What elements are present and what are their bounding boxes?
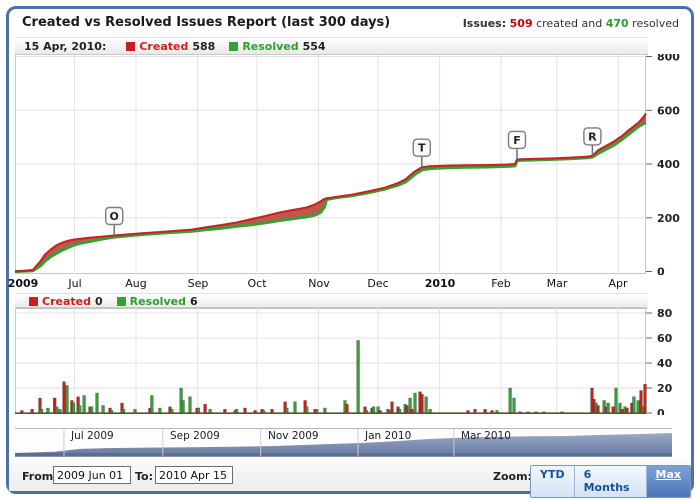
x-axis-label: Mar bbox=[546, 277, 568, 290]
navigator-section-label: Sep 2009 bbox=[170, 430, 220, 442]
zoom-ytd-button[interactable]: YTD bbox=[531, 466, 575, 497]
event-flag-T[interactable]: T bbox=[412, 138, 431, 168]
resolved-swatch-icon bbox=[116, 296, 126, 306]
page-title: Created vs Resolved Issues Report (last … bbox=[22, 15, 391, 30]
x-axis-label: Jul bbox=[68, 277, 82, 290]
svg-text:60: 60 bbox=[657, 332, 673, 345]
svg-text:F: F bbox=[513, 134, 521, 147]
svg-text:600: 600 bbox=[657, 104, 680, 117]
svg-text:200: 200 bbox=[657, 212, 680, 225]
daily-chart-legend: Created 0 Resolved 6 bbox=[15, 293, 648, 309]
issues-created-count: 509 bbox=[509, 17, 533, 30]
svg-text:R: R bbox=[588, 130, 597, 143]
event-flag-R[interactable]: R bbox=[583, 127, 602, 156]
navigator-section-label: Mar 2010 bbox=[461, 430, 511, 442]
created-legend-value: 588 bbox=[192, 39, 216, 53]
navigator-section-label: Jan 2010 bbox=[365, 430, 412, 442]
timeline-navigator[interactable]: Jul 2009 Sep 2009 Nov 2009 Jan 2010 Mar 2010 bbox=[15, 428, 672, 457]
svg-text:80: 80 bbox=[657, 307, 673, 320]
main-chart-plot[interactable]: 0 200 400 600 800 O T F R bbox=[14, 51, 683, 279]
resolved-swatch-icon bbox=[229, 41, 239, 51]
created-swatch-icon bbox=[126, 41, 136, 51]
from-label: From: bbox=[22, 470, 58, 483]
issues-resolved-count: 470 bbox=[605, 17, 629, 30]
issues-created-text: created and bbox=[532, 17, 606, 30]
svg-text:O: O bbox=[110, 210, 119, 223]
created-legend-value: 0 bbox=[94, 294, 103, 308]
event-flag-O[interactable]: O bbox=[104, 206, 124, 236]
zoom-button-group: YTD 6 Months Max bbox=[530, 465, 691, 498]
resolved-legend-value: 6 bbox=[189, 294, 198, 308]
x-axis-label: Aug bbox=[125, 277, 147, 290]
from-date-input[interactable] bbox=[53, 466, 131, 484]
report-panel: Created vs Resolved Issues Report (last … bbox=[6, 6, 694, 498]
x-axis-label: Dec bbox=[367, 277, 389, 290]
created-swatch-icon bbox=[29, 296, 38, 306]
svg-text:800: 800 bbox=[657, 54, 680, 64]
zoom-max-button[interactable]: Max bbox=[646, 466, 690, 497]
main-chart-legend: 15 Apr, 2010: Created 588 Resolved 554 bbox=[15, 37, 648, 55]
footer-toolbar: From: To: Zoom: YTD 6 Months Max bbox=[9, 459, 691, 498]
created-legend-label[interactable]: Created bbox=[139, 39, 189, 53]
daily-chart-plot[interactable]: 0 20 40 60 80 bbox=[15, 307, 683, 420]
created-legend-label[interactable]: Created bbox=[42, 294, 91, 308]
x-axis-label: Oct bbox=[247, 277, 267, 290]
x-axis-label: Apr bbox=[608, 277, 628, 290]
svg-text:0: 0 bbox=[657, 266, 665, 276]
svg-text:40: 40 bbox=[657, 357, 673, 370]
x-axis-label: Sep bbox=[187, 277, 209, 290]
issues-summary: Issues: 509 created and 470 resolved bbox=[463, 17, 679, 30]
issues-resolved-text: resolved bbox=[628, 17, 679, 30]
svg-text:20: 20 bbox=[657, 382, 673, 395]
resolved-legend-label[interactable]: Resolved bbox=[242, 39, 299, 53]
navigator-section-label: Jul 2009 bbox=[71, 430, 114, 442]
svg-text:0: 0 bbox=[657, 407, 665, 415]
x-axis-label: Feb bbox=[491, 277, 511, 290]
x-axis-label: Nov bbox=[308, 277, 330, 290]
x-axis-label: 2009 bbox=[7, 277, 39, 290]
to-date-input[interactable] bbox=[155, 466, 233, 484]
navigator-section-label: Nov 2009 bbox=[268, 430, 319, 442]
to-label: To: bbox=[135, 470, 153, 483]
issues-label: Issues: bbox=[462, 17, 507, 30]
report-header: Created vs Resolved Issues Report (last … bbox=[9, 9, 691, 37]
svg-text:T: T bbox=[418, 142, 426, 155]
main-chart-x-axis: 2009 Jul Aug Sep Oct Nov Dec 2010 Feb Mar Apr bbox=[8, 275, 675, 293]
x-axis-label: 2010 bbox=[424, 277, 456, 290]
zoom-label: Zoom: bbox=[493, 470, 532, 483]
legend-date: 15 Apr, 2010: bbox=[24, 39, 107, 53]
zoom-6months-button[interactable]: 6 Months bbox=[574, 466, 647, 497]
event-flag-F[interactable]: F bbox=[507, 130, 527, 160]
resolved-legend-value: 554 bbox=[302, 39, 326, 53]
svg-text:400: 400 bbox=[657, 158, 680, 171]
resolved-legend-label[interactable]: Resolved bbox=[129, 294, 186, 308]
